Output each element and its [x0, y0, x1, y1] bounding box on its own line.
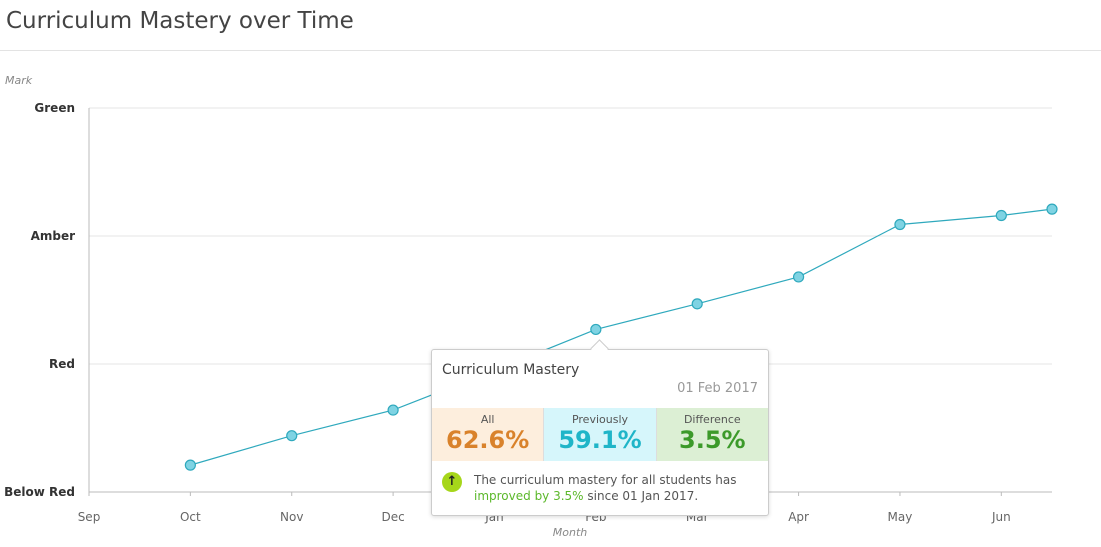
- cell-value: 3.5%: [679, 426, 746, 454]
- message-text: since 01 Jan 2017.: [583, 489, 699, 503]
- data-point: [894, 218, 906, 231]
- message-highlight: improved by 3.5%: [474, 489, 584, 503]
- cell-label: Previously: [571, 413, 629, 426]
- y-tick-label: Below Red: [4, 485, 75, 499]
- x-tick-label: May: [888, 510, 913, 524]
- y-tick-label: Red: [49, 357, 75, 371]
- y-tick-label: Amber: [31, 229, 76, 243]
- tooltip-message: The curriculum mastery for all students …: [474, 472, 764, 504]
- data-point: [590, 323, 602, 336]
- data-point: [995, 209, 1007, 222]
- data-point: [184, 459, 196, 471]
- data-point: [792, 271, 805, 283]
- cell-value: 59.1%: [558, 426, 642, 454]
- data-point: [387, 404, 399, 416]
- x-tick-label: Sep: [78, 510, 101, 524]
- page-title: Curriculum Mastery over Time: [6, 8, 354, 34]
- cell: All 62.6%: [432, 408, 545, 461]
- x-tick-label: Oct: [180, 510, 201, 524]
- tooltip-cells: All 62.6% Previously 59.1% Difference 3.5%: [432, 408, 768, 461]
- x-tick-label: Nov: [280, 510, 303, 524]
- x-tick-label: Dec: [381, 510, 404, 524]
- series-line: [190, 208, 1053, 466]
- tooltip-title: Curriculum Mastery: [442, 362, 580, 378]
- divider: [0, 50, 1101, 51]
- cell: Previously 59.1%: [544, 408, 657, 461]
- x-tick-label: Apr: [788, 510, 809, 524]
- data-point: [1046, 203, 1058, 215]
- tooltip-date: 01 Feb 2017: [677, 381, 758, 396]
- x-tick-label: Jun: [991, 510, 1011, 524]
- cell-label: Difference: [683, 413, 741, 426]
- x-axis-label: Month: [553, 526, 588, 539]
- message-text: The curriculum mastery for all students …: [474, 473, 737, 487]
- data-point: [691, 298, 703, 310]
- tooltip: Curriculum Mastery 01 Feb 2017 All 62.6% …: [431, 339, 769, 516]
- cell-value: 62.6%: [446, 426, 530, 454]
- cell: Difference 3.5%: [656, 408, 768, 461]
- cell-label: All: [480, 413, 495, 426]
- y-axis-label: Mark: [5, 74, 33, 87]
- data-point: [286, 430, 298, 442]
- y-tick-label: Green: [34, 101, 75, 115]
- up-icon: ↑: [442, 472, 462, 492]
